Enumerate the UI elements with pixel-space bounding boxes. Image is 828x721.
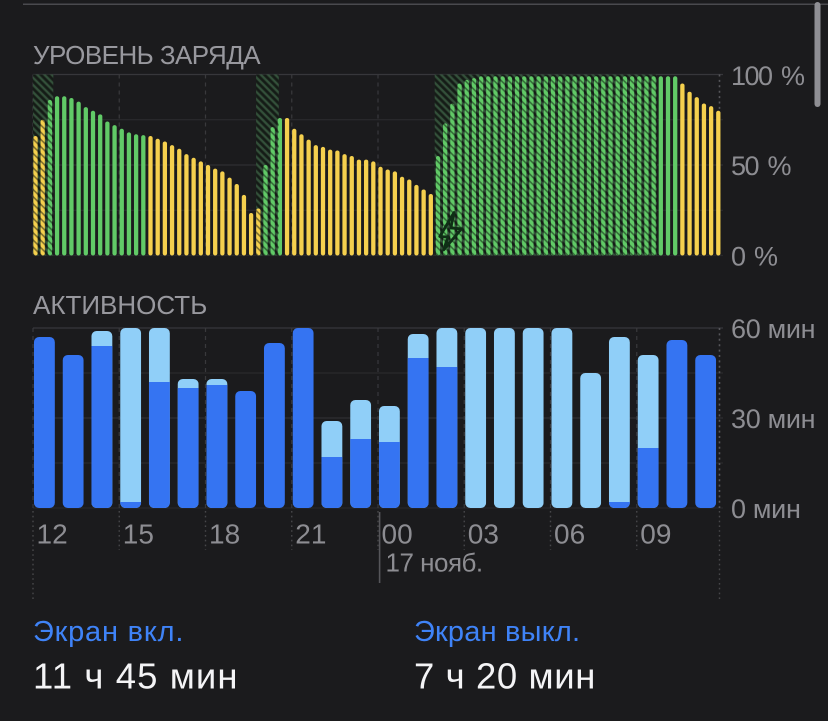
svg-text:0 %: 0 % [731, 242, 778, 272]
svg-text:Экран вкл.: Экран вкл. [33, 616, 184, 648]
svg-text:АКТИВНОСТЬ: АКТИВНОСТЬ [33, 290, 207, 320]
svg-text:15: 15 [123, 519, 154, 550]
svg-text:09: 09 [640, 519, 671, 550]
svg-text:30 мин: 30 мин [731, 404, 815, 434]
svg-text:21: 21 [295, 519, 326, 550]
svg-text:18: 18 [209, 519, 240, 550]
svg-text:100 %: 100 % [731, 61, 805, 91]
svg-text:0 мин: 0 мин [731, 494, 801, 524]
svg-text:Экран выкл.: Экран выкл. [414, 616, 580, 648]
svg-text:17 нояб.: 17 нояб. [386, 548, 483, 578]
svg-text:50 %: 50 % [731, 151, 792, 181]
svg-text:06: 06 [554, 519, 585, 550]
svg-text:11 ч 45 мин: 11 ч 45 мин [33, 656, 239, 697]
svg-text:03: 03 [468, 519, 499, 550]
svg-text:00: 00 [382, 519, 413, 550]
svg-text:12: 12 [37, 519, 68, 550]
svg-text:60 мин: 60 мин [731, 314, 815, 344]
svg-text:УРОВЕНЬ ЗАРЯДА: УРОВЕНЬ ЗАРЯДА [33, 40, 261, 70]
svg-text:7 ч 20 мин: 7 ч 20 мин [414, 656, 596, 697]
